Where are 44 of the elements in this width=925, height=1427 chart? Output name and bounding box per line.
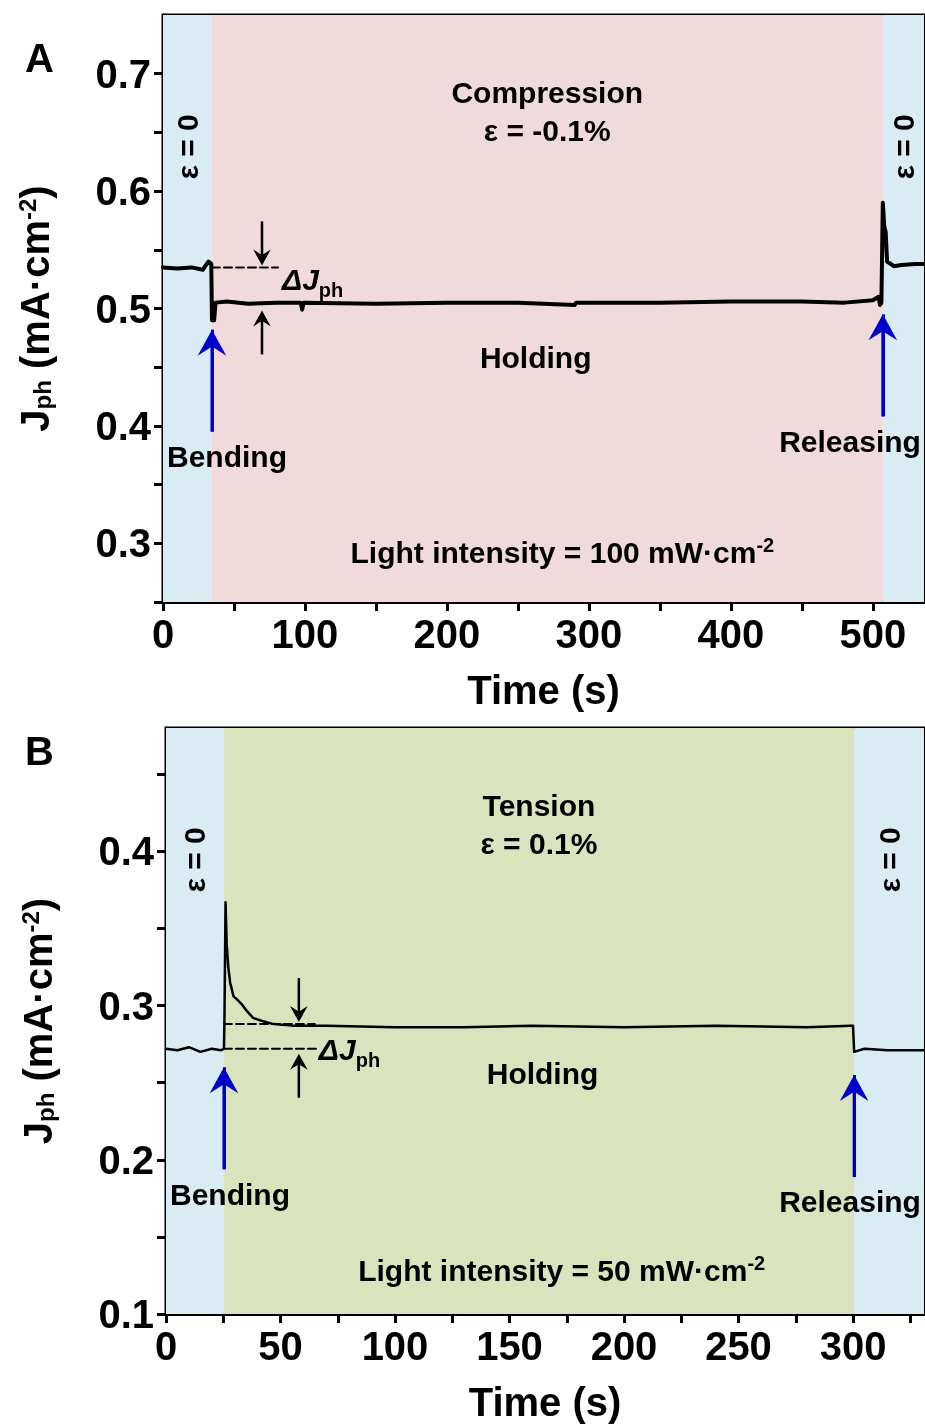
x-tick-label: 200 xyxy=(590,1324,658,1368)
x-tick-label: 150 xyxy=(476,1324,543,1368)
x-tick-label: 300 xyxy=(555,612,623,656)
annotation: Light intensity = 50 mW·cm$^{-2}$ xyxy=(358,1250,766,1289)
band-label: ε = 0 xyxy=(871,827,907,893)
x-tick-label: 100 xyxy=(361,1324,429,1368)
x-tick-label: 200 xyxy=(413,612,481,656)
y-tick-label: 0.4 xyxy=(95,403,152,448)
y-tick-label: 0.7 xyxy=(95,51,151,96)
annotation: ΔJ$_{ph}$ xyxy=(282,261,345,303)
y-tick-label: 0.3 xyxy=(98,983,154,1028)
annotation: Releasing xyxy=(779,1185,921,1219)
band-label: ε = 0 xyxy=(885,114,921,180)
y-tick-label: 0.4 xyxy=(98,829,155,874)
band-label: ε = 0 xyxy=(169,114,205,180)
y-axis-title: Jph (mA·cm-2) xyxy=(16,897,60,1145)
y-tick-label: 0.3 xyxy=(95,521,151,566)
x-axis-title: Time (s) xyxy=(468,1380,622,1424)
x-tick-label: 0 xyxy=(151,612,175,656)
annotation: Releasing xyxy=(779,424,921,458)
y-tick-label: 0.1 xyxy=(98,1292,154,1336)
band-label: ε = 0 xyxy=(177,827,213,893)
y-tick-label: 0.6 xyxy=(95,169,151,214)
x-tick-label: 250 xyxy=(705,1324,772,1368)
band-label: Compression ε = -0.1% xyxy=(451,75,644,149)
annotation: Holding xyxy=(486,1056,599,1093)
y-tick-label: 0.5 xyxy=(95,286,151,331)
band-label: Tension ε = 0.1% xyxy=(480,788,598,862)
annotation: Bending xyxy=(170,1177,290,1211)
y-axis-title: Jph (mA·cm-2) xyxy=(13,185,57,432)
chart-title: B xyxy=(25,729,54,773)
x-tick-label: 400 xyxy=(697,612,765,656)
annotation: Bending xyxy=(167,440,287,474)
annotation: Holding xyxy=(479,340,592,377)
annotation: ΔJ$_{ph}$ xyxy=(318,1031,382,1073)
x-tick-label: 0 xyxy=(154,1324,178,1368)
x-tick-label: 500 xyxy=(839,612,907,656)
y-tick-label: 0.2 xyxy=(98,1137,154,1182)
annotation: Light intensity = 100 mW·cm$^{-2}$ xyxy=(350,532,775,571)
x-tick-label: 50 xyxy=(258,1324,303,1368)
x-tick-label: 100 xyxy=(271,612,339,656)
text: A xyxy=(25,36,54,80)
x-axis-title: Time (s) xyxy=(467,668,620,712)
x-tick-label: 300 xyxy=(819,1324,887,1368)
